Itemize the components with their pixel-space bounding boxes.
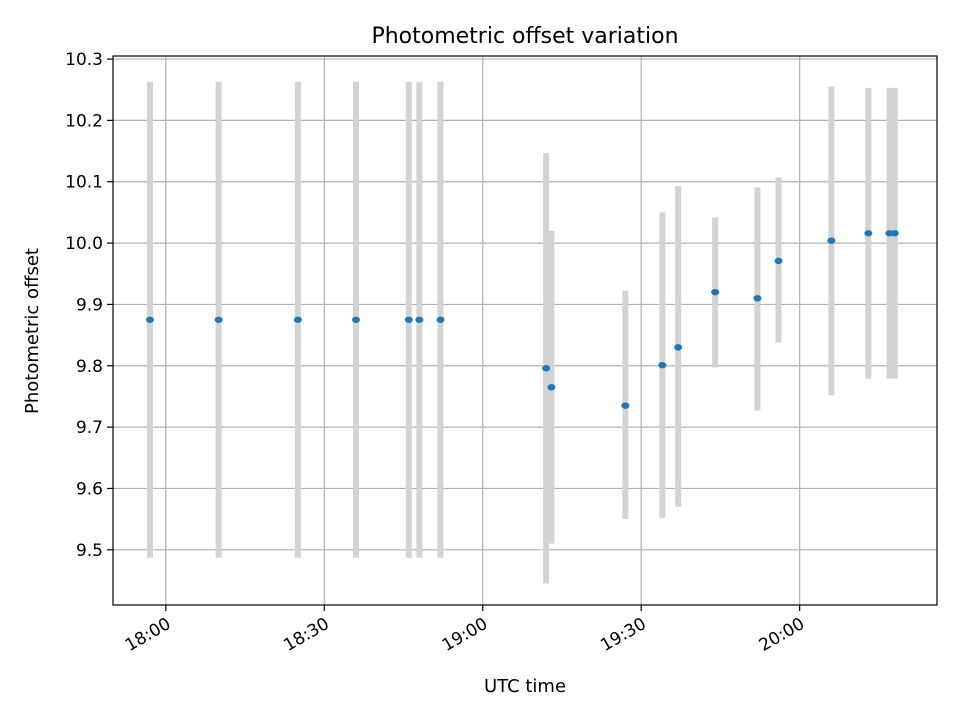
data-point xyxy=(415,316,424,323)
data-point xyxy=(827,237,836,244)
data-point xyxy=(214,316,223,323)
y-axis-label: Photometric offset xyxy=(22,248,43,414)
y-tick-label: 10.3 xyxy=(65,50,103,70)
data-point xyxy=(547,384,556,391)
y-tick-label: 9.7 xyxy=(76,418,103,438)
plot-area xyxy=(113,56,937,605)
y-tick-label: 9.8 xyxy=(76,357,103,377)
y-tick-label: 10.1 xyxy=(65,173,103,193)
data-point xyxy=(674,344,683,351)
data-point xyxy=(542,365,551,372)
data-point xyxy=(774,257,783,265)
data-point xyxy=(658,361,667,369)
y-tick-label: 9.5 xyxy=(76,541,103,561)
data-point xyxy=(293,316,302,323)
data-point xyxy=(436,316,445,323)
chart-title: Photometric offset variation xyxy=(371,24,678,49)
data-point xyxy=(890,230,899,237)
data-point xyxy=(404,316,413,323)
y-axis-ticks: 9.5 9.6 9.7 9.8 9.9 10.0 10.1 10.2 10.3 xyxy=(65,50,113,561)
data-point xyxy=(711,288,720,296)
y-tick-label: 9.9 xyxy=(76,295,103,315)
y-tick-label: 10.0 xyxy=(65,234,103,254)
data-point xyxy=(864,230,873,237)
data-points xyxy=(145,230,899,409)
data-point xyxy=(621,402,630,409)
plot-frame xyxy=(112,55,938,606)
data-point xyxy=(145,316,154,323)
data-point xyxy=(351,316,360,323)
y-tick-label: 10.2 xyxy=(65,111,103,131)
data-point xyxy=(753,295,762,302)
x-axis-label: UTC time xyxy=(484,676,566,697)
grid xyxy=(113,56,937,605)
y-tick-label: 9.6 xyxy=(76,479,103,499)
